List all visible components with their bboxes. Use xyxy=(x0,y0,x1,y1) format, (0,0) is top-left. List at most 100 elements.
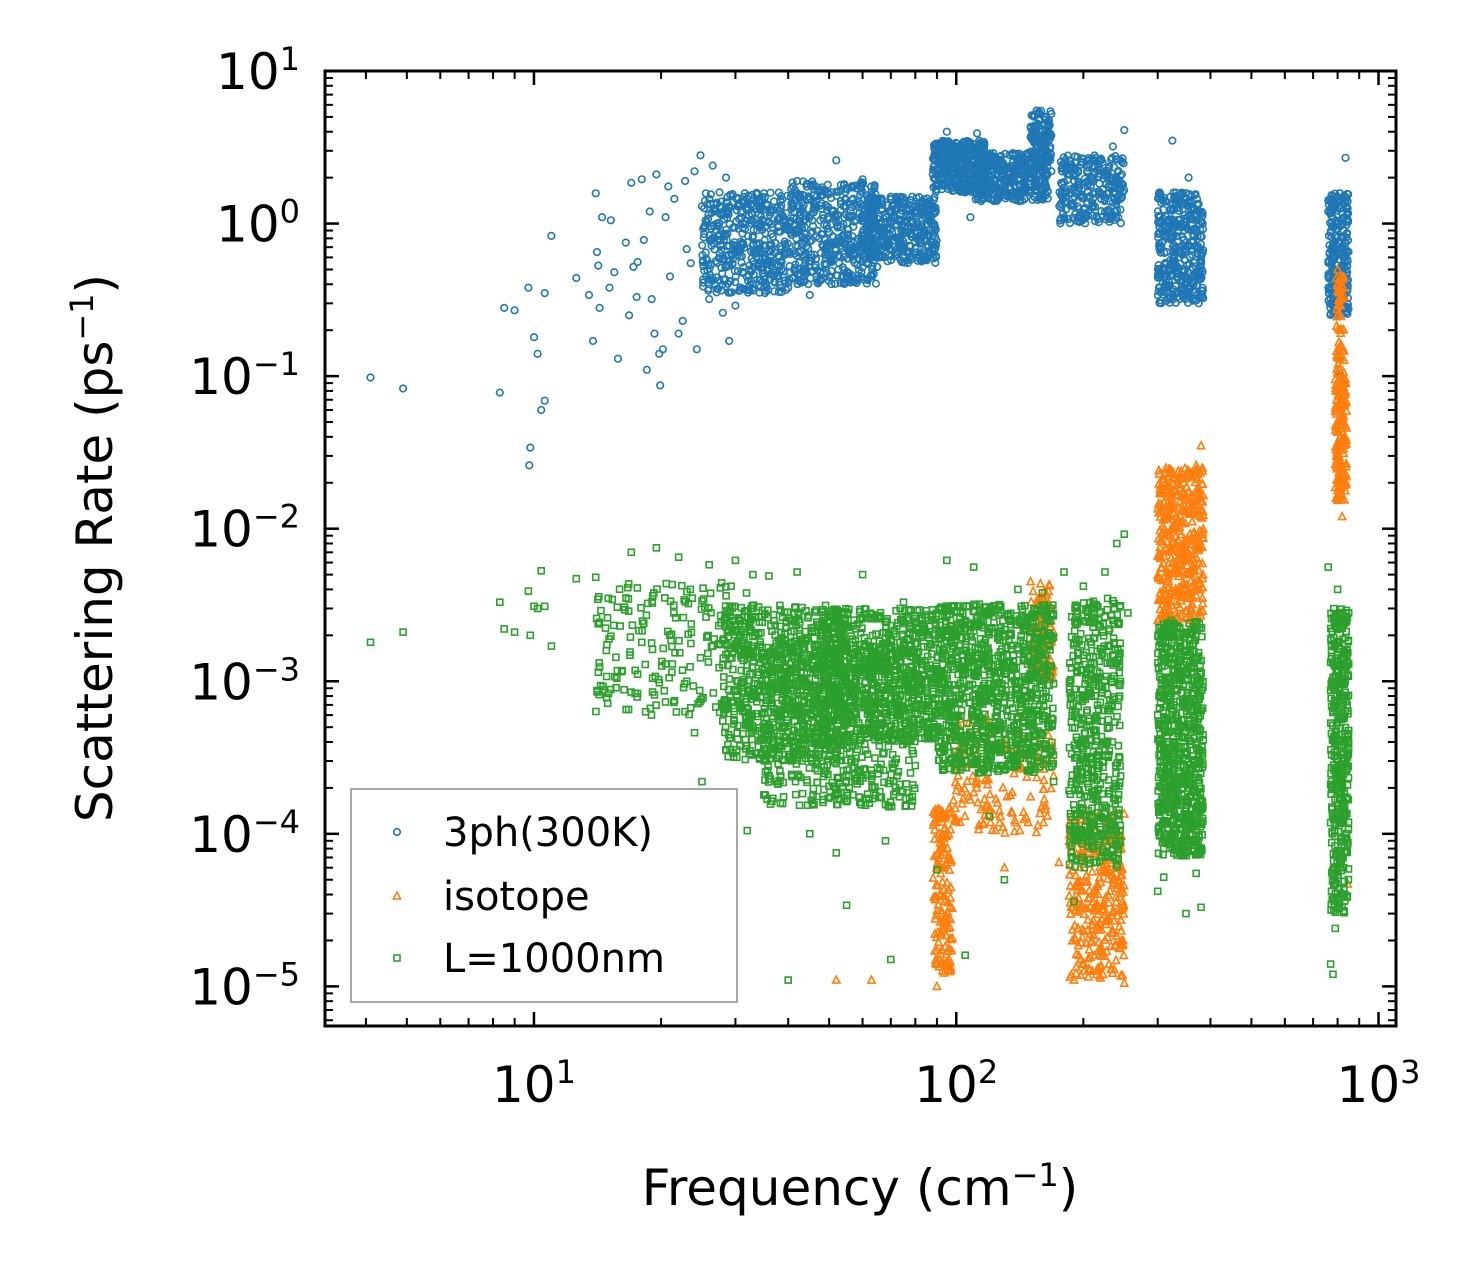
point-3ph xyxy=(791,260,800,269)
point-isotope xyxy=(1111,954,1121,965)
point-3ph xyxy=(652,170,661,179)
point-3ph xyxy=(839,252,848,262)
point-l1000nm xyxy=(661,698,670,706)
point-isotope xyxy=(948,794,959,805)
point-3ph xyxy=(776,196,785,205)
point-3ph xyxy=(885,229,894,239)
point-3ph xyxy=(823,213,832,222)
point-l1000nm xyxy=(597,606,605,615)
point-3ph xyxy=(767,205,776,214)
point-3ph xyxy=(719,229,729,238)
point-isotope xyxy=(1104,958,1114,968)
point-3ph xyxy=(637,175,646,184)
point-3ph xyxy=(707,208,716,217)
point-3ph xyxy=(797,206,806,215)
point-3ph xyxy=(723,198,732,208)
point-l1000nm xyxy=(660,686,669,695)
point-3ph xyxy=(922,194,932,203)
point-3ph xyxy=(849,194,858,203)
point-3ph xyxy=(748,190,757,200)
point-3ph xyxy=(537,405,546,415)
point-l1000nm xyxy=(647,711,656,719)
point-3ph xyxy=(858,228,867,237)
point-3ph xyxy=(848,183,858,192)
point-isotope xyxy=(1196,439,1207,450)
point-l1000nm xyxy=(592,707,600,716)
point-3ph xyxy=(831,244,840,253)
point-3ph xyxy=(928,246,937,255)
point-3ph xyxy=(721,203,730,213)
point-l1000nm xyxy=(659,644,668,653)
point-l1000nm xyxy=(703,649,712,658)
point-3ph xyxy=(869,269,878,279)
point-l1000nm xyxy=(601,624,610,632)
point-3ph xyxy=(737,239,747,248)
point-3ph xyxy=(866,225,876,234)
point-l1000nm xyxy=(648,645,657,654)
point-l1000nm xyxy=(633,584,642,592)
point-3ph xyxy=(754,281,764,290)
point-3ph xyxy=(795,191,805,200)
point-l1000nm xyxy=(722,591,730,600)
point-3ph xyxy=(706,236,716,245)
point-3ph xyxy=(927,240,937,250)
point-3ph xyxy=(674,329,683,338)
point-3ph xyxy=(702,254,711,263)
point-3ph xyxy=(728,246,738,255)
point-3ph xyxy=(704,286,713,295)
point-isotope xyxy=(1035,578,1046,588)
point-3ph xyxy=(399,384,408,393)
point-3ph xyxy=(584,290,594,300)
point-3ph xyxy=(834,265,843,274)
point-3ph xyxy=(721,263,730,272)
point-3ph xyxy=(749,194,758,203)
point-3ph xyxy=(865,209,874,218)
point-3ph xyxy=(748,231,758,240)
point-3ph xyxy=(716,202,725,211)
point-3ph xyxy=(835,253,845,262)
point-3ph xyxy=(775,277,784,287)
point-l1000nm xyxy=(687,639,695,648)
point-3ph xyxy=(883,235,892,244)
point-3ph xyxy=(710,280,720,289)
point-3ph xyxy=(701,189,710,198)
point-3ph xyxy=(816,276,826,285)
point-3ph xyxy=(642,365,651,374)
point-3ph xyxy=(661,213,670,222)
point-3ph xyxy=(690,167,699,176)
point-3ph xyxy=(915,251,924,260)
point-3ph xyxy=(808,267,818,276)
point-l1000nm xyxy=(706,589,715,598)
point-3ph xyxy=(801,249,810,258)
point-3ph xyxy=(743,276,753,286)
point-l1000nm xyxy=(689,682,698,690)
point-3ph xyxy=(841,188,850,197)
point-3ph xyxy=(756,264,765,273)
point-3ph xyxy=(884,239,893,249)
point-3ph xyxy=(865,214,874,223)
point-3ph xyxy=(698,282,708,291)
point-3ph xyxy=(547,231,556,240)
point-isotope xyxy=(950,802,961,813)
point-3ph xyxy=(705,231,714,240)
point-3ph xyxy=(896,241,905,251)
point-l1000nm xyxy=(609,621,618,630)
point-3ph xyxy=(621,238,630,247)
point-3ph xyxy=(777,287,786,297)
point-isotope xyxy=(1064,869,1075,879)
point-isotope xyxy=(1118,949,1129,960)
point-3ph xyxy=(726,277,735,286)
point-3ph xyxy=(645,207,654,216)
point-3ph xyxy=(529,333,539,342)
point-3ph xyxy=(699,278,708,287)
point-3ph xyxy=(760,252,769,261)
point-3ph xyxy=(712,284,722,293)
point-3ph xyxy=(868,253,877,262)
point-3ph xyxy=(748,199,757,209)
point-3ph xyxy=(500,303,509,313)
point-3ph xyxy=(738,268,748,278)
point-3ph xyxy=(746,216,756,225)
point-3ph xyxy=(806,229,815,238)
point-l1000nm xyxy=(641,660,650,669)
point-3ph xyxy=(800,268,809,278)
